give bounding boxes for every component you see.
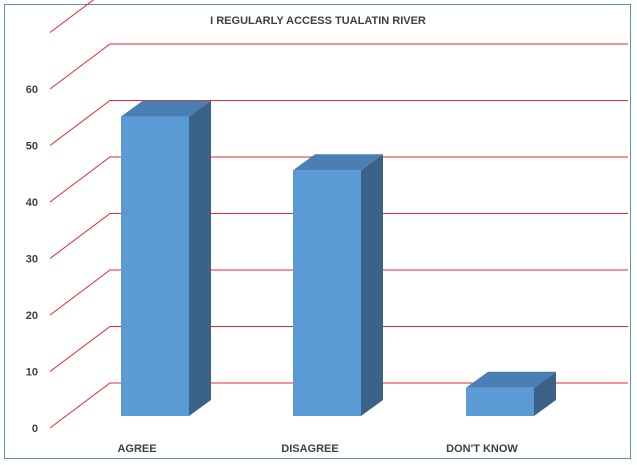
bar-side xyxy=(189,100,211,417)
bar-front xyxy=(466,387,534,416)
gridline xyxy=(49,43,628,90)
y-tick-label: 20 xyxy=(26,310,38,322)
y-tick-label: 10 xyxy=(26,367,38,379)
bar-side xyxy=(534,371,556,416)
bar-top xyxy=(466,371,556,388)
gridline xyxy=(49,382,628,429)
gridlines xyxy=(49,0,628,429)
category-label: DON'T KNOW xyxy=(446,443,518,455)
gridline xyxy=(49,326,628,372)
category-label: AGREE xyxy=(117,443,156,455)
bar-top xyxy=(293,154,383,171)
bar-front xyxy=(293,170,361,416)
gridline xyxy=(49,269,628,316)
y-tick-label: 30 xyxy=(26,254,38,266)
gridline xyxy=(49,213,628,259)
chart-title: I REGULARLY ACCESS TUALATIN RIVER xyxy=(210,15,426,27)
gridline xyxy=(49,156,628,203)
y-axis-ticks: 0 10 20 30 40 50 60 xyxy=(26,84,38,435)
bar-top xyxy=(121,100,211,117)
y-tick-label: 0 xyxy=(32,423,38,435)
x-axis-categories: AGREE DISAGREE DON'T KNOW xyxy=(117,443,518,455)
y-tick-label: 50 xyxy=(26,141,38,153)
bar-side xyxy=(361,154,383,416)
bar xyxy=(121,100,211,417)
bar-front xyxy=(121,116,189,417)
y-tick-label: 40 xyxy=(26,197,38,209)
y-tick-label: 60 xyxy=(26,84,38,96)
category-label: DISAGREE xyxy=(281,443,338,455)
bar xyxy=(293,154,383,416)
gridline xyxy=(49,100,628,146)
gridline xyxy=(49,0,95,33)
bar xyxy=(466,371,556,416)
bars xyxy=(121,100,556,417)
